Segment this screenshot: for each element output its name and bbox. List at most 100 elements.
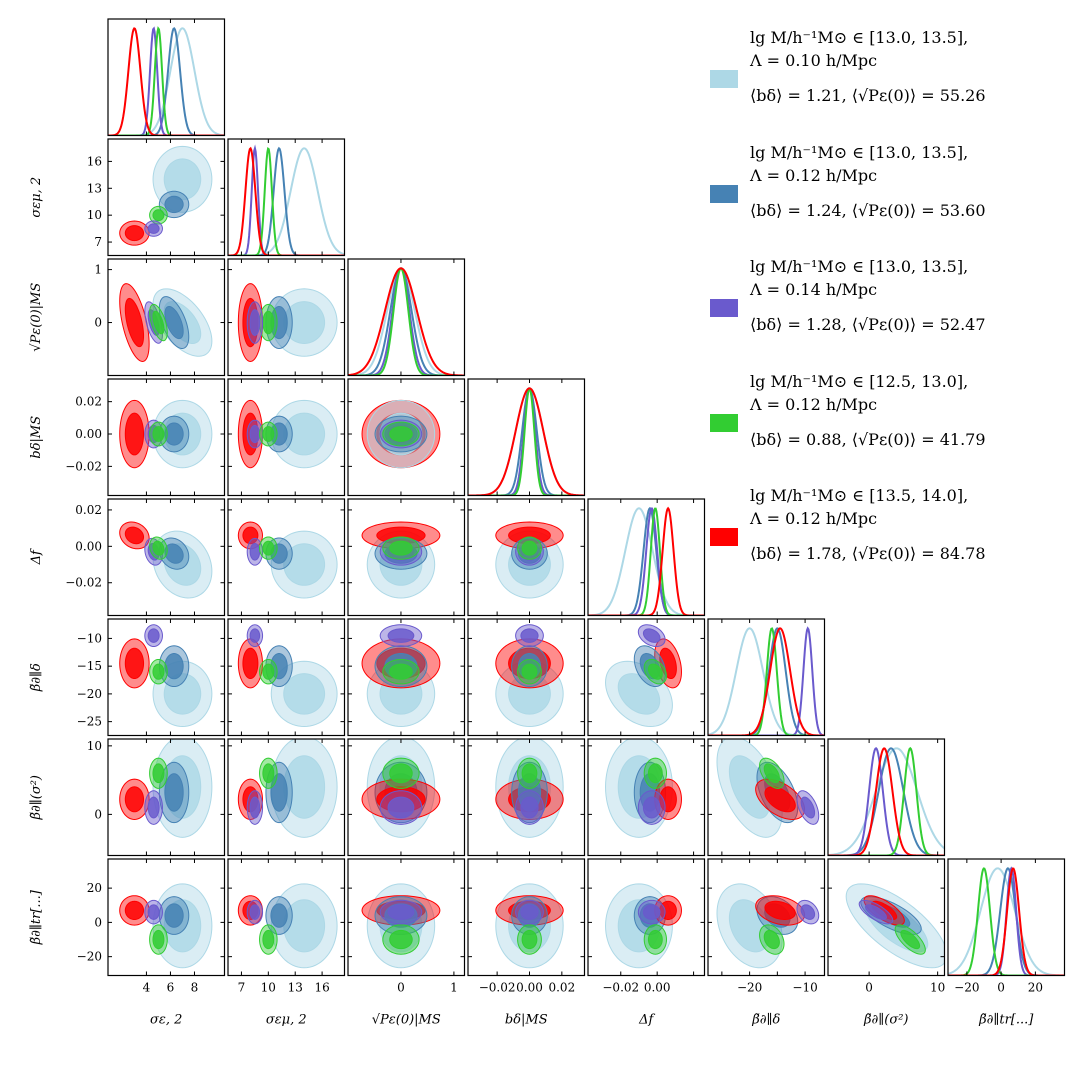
- contour-68: [389, 540, 413, 556]
- panel-b_delta-vs-b_delta: [468, 387, 585, 496]
- y-axis-label: σεμ, 2: [29, 177, 44, 218]
- panel-frame: [347, 498, 466, 617]
- panel-beta_s2-vs-beta_s2: [828, 746, 945, 856]
- panel-p_eps-vs-s_eps: [119, 283, 213, 362]
- x-axis-label: σε, 2: [150, 1013, 182, 1028]
- marginal-curve: [948, 867, 1065, 976]
- contour-68: [152, 929, 165, 950]
- contour-68: [152, 763, 165, 784]
- legend-cutoff: Λ = 0.12 h/Mpc: [750, 509, 878, 528]
- legend-entry: lg M/h⁻¹M⊙ ∈ [12.5, 13.0], Λ = 0.12 h/Mp…: [710, 364, 1080, 479]
- contour-68: [764, 900, 796, 920]
- legend-bias-noise: ⟨bδ⟩ = 1.28, ⟨√Pε(0)⟩ = 52.47: [750, 315, 986, 334]
- marginal-curve: [948, 867, 1065, 976]
- x-tick-label: 0.02: [548, 981, 575, 995]
- panel-delta_f-vs-p_eps: [361, 521, 441, 599]
- contour-68: [242, 526, 259, 545]
- y-tick-label: 1: [94, 263, 102, 277]
- y-axis-label: β̃∂∥tr[...]: [29, 889, 44, 945]
- contour-68: [249, 796, 261, 819]
- marginal-curve: [828, 747, 945, 856]
- contour-68: [147, 223, 160, 234]
- x-tick-label: 16: [314, 981, 329, 995]
- x-tick-label: 8: [191, 981, 199, 995]
- x-tick-label: −0.02: [479, 981, 516, 995]
- panel-frame: [347, 738, 466, 857]
- contour-68: [262, 540, 275, 556]
- contour-68: [124, 297, 145, 348]
- marginal-curve: [348, 267, 465, 376]
- y-tick-label: −25: [77, 715, 102, 729]
- marginal-curve: [828, 747, 945, 856]
- x-axis-label: σεμ, 2: [266, 1013, 307, 1028]
- contour-68: [124, 225, 145, 242]
- y-tick-label: 10: [87, 208, 102, 222]
- y-tick-label: 20: [87, 881, 102, 895]
- contour-68: [642, 796, 661, 819]
- contour-68: [389, 663, 413, 680]
- contour-68: [800, 796, 816, 819]
- contour-68: [249, 628, 261, 643]
- panel-frame: [587, 618, 706, 737]
- y-tick-label: 13: [87, 181, 102, 195]
- y-axis-label: Δf: [29, 548, 44, 565]
- marginal-curve: [588, 507, 705, 616]
- contour-68: [164, 773, 184, 812]
- marginal-curve: [708, 626, 825, 736]
- panel-beta_s2-vs-s_emu: [237, 739, 338, 838]
- legend-mass-range: lg M/h⁻¹M⊙ ∈ [12.5, 13.0],: [750, 371, 969, 391]
- y-tick-label: −10: [77, 631, 102, 645]
- panel-frame: [107, 378, 226, 497]
- contour-68: [242, 647, 259, 680]
- panel-beta_tr-vs-beta_s2: [845, 883, 945, 969]
- marginal-curve: [348, 267, 465, 376]
- y-tick-label: −20: [77, 687, 102, 701]
- contour-68: [617, 673, 661, 715]
- contour-68: [520, 904, 539, 920]
- contour-68: [262, 426, 275, 442]
- panel-frame: [467, 618, 586, 737]
- x-axis-label: √Pε(0)|MS: [372, 1013, 441, 1028]
- contour-68: [147, 904, 160, 920]
- legend-swatch: [710, 70, 738, 88]
- panel-frame: [107, 858, 226, 977]
- legend-entry: lg M/h⁻¹M⊙ ∈ [13.5, 14.0], Λ = 0.12 h/Mp…: [710, 478, 1080, 593]
- contour-68: [642, 904, 661, 920]
- x-tick-label: 6: [167, 981, 175, 995]
- y-tick-label: −15: [77, 659, 102, 673]
- x-tick-label: 13: [288, 981, 303, 995]
- marginal-curve: [108, 26, 225, 136]
- y-tick-label: −0.02: [65, 576, 102, 590]
- panel-frame: [227, 498, 346, 617]
- legend-swatch: [710, 528, 738, 546]
- panel-s_emu-vs-s_eps: [119, 145, 213, 246]
- contour-68: [249, 309, 261, 336]
- panel-frame: [587, 858, 706, 977]
- panel-frame: [227, 858, 346, 977]
- panel-beta_tr-vs-beta_tr: [948, 866, 1065, 976]
- contour-68: [152, 310, 165, 335]
- x-tick-label: −20: [954, 981, 979, 995]
- y-axis-label: bδ|MS: [29, 416, 44, 459]
- x-axis-label: bδ|MS: [505, 1013, 548, 1028]
- x-tick-label: 20: [1028, 981, 1043, 995]
- contour-68: [249, 904, 261, 920]
- panel-frame: [467, 858, 586, 977]
- x-axis-label: β̃∂∥tr[...]: [978, 1013, 1034, 1028]
- marginal-curve: [228, 146, 345, 256]
- contour-68: [152, 663, 165, 680]
- panel-b_delta-vs-s_emu: [237, 399, 338, 469]
- contour-68: [164, 195, 184, 214]
- legend-cutoff: Λ = 0.12 h/Mpc: [750, 394, 878, 414]
- marginal-curve: [828, 746, 945, 856]
- panel-beta_d-vs-s_eps: [119, 624, 213, 728]
- panel-beta_s2-vs-beta_d: [716, 739, 820, 838]
- panel-b_delta-vs-s_eps: [119, 399, 213, 469]
- contour-68: [647, 929, 663, 950]
- contour-68: [124, 412, 145, 456]
- contour-68: [800, 904, 816, 920]
- legend-entry: lg M/h⁻¹M⊙ ∈ [13.0, 13.5], Λ = 0.14 h/Mp…: [710, 249, 1080, 364]
- contour-68: [389, 426, 413, 442]
- contour-68: [521, 540, 538, 556]
